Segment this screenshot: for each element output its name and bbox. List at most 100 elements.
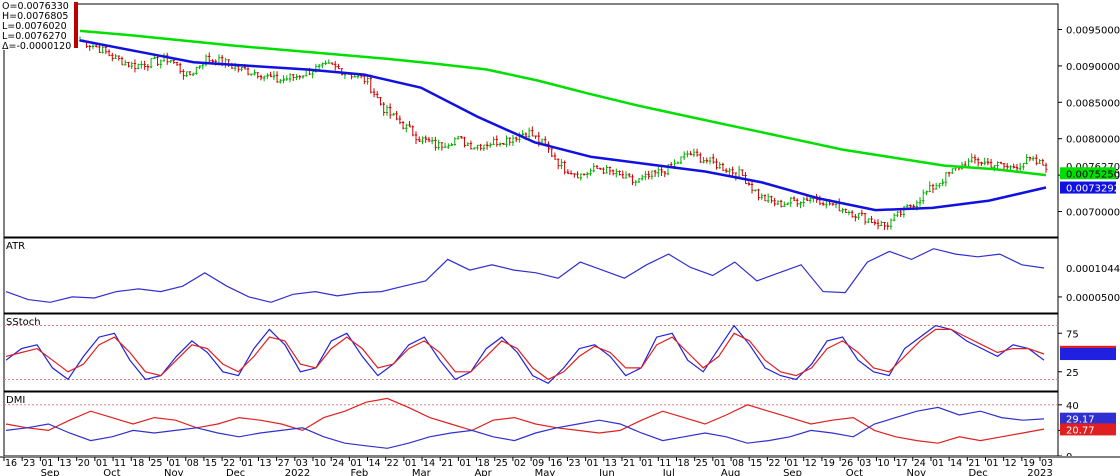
last-value-box-price (1060, 167, 1116, 180)
x-month-label: Aug (721, 468, 741, 476)
ohlc-marker (74, 2, 78, 48)
dmi-series-line-0 (5, 397, 1045, 444)
atr-series-line-0 (5, 248, 1045, 303)
x-day-label: 21 (441, 458, 453, 469)
last-value-label-price: 0.0073292 (1066, 184, 1120, 195)
x-day-label: 11 (114, 458, 126, 469)
x-day-label: 17 (896, 458, 908, 469)
x-day-label: 10 (877, 458, 889, 469)
x-day-label: 24 (914, 458, 926, 469)
y-tick-label-price: 0.0095000 (1066, 25, 1120, 36)
x-day-label: 18 (478, 458, 490, 469)
x-day-label: 18 (677, 458, 689, 469)
x-day-label: 14 (423, 458, 435, 469)
last-value-box-price (1060, 181, 1116, 194)
x-day-label: 26 (841, 458, 853, 469)
last-value-box-dmi (1060, 412, 1116, 425)
last-value-box-atr (1060, 261, 1116, 274)
last-value-label-dmi: 20.77 (1066, 425, 1095, 436)
x-day-label: 01 (350, 458, 362, 469)
ohlc-readout: O=0.0076330H=0.0076805L=0.0076020L=0.007… (0, 0, 78, 52)
x-day-label: 01 (714, 458, 726, 469)
price-moving-average-0 (79, 29, 1047, 177)
ohlc-line: H=0.0076805 (2, 11, 68, 22)
x-day-label: 10 (314, 458, 326, 469)
x-day-label: 01 (787, 458, 799, 469)
sstoch-series-line-0 (5, 324, 1045, 385)
x-day-label: 01 (96, 458, 108, 469)
y-tick-label-atr: 0.0000500 (1066, 293, 1120, 304)
x-day-label: 01 (405, 458, 417, 469)
x-month-label: 2023 (1027, 468, 1052, 476)
x-day-label: 01 (169, 458, 181, 469)
x-day-label: 03 (859, 458, 871, 469)
x-day-label: 23 (23, 458, 35, 469)
x-day-label: 01 (641, 458, 653, 469)
x-day-label: 11 (659, 458, 671, 469)
pane-frame-sstoch (3, 313, 1059, 392)
x-day-label: 21 (968, 458, 980, 469)
x-day-label: 13 (60, 458, 72, 469)
x-month-label: Jul (662, 468, 675, 476)
pane-title-dmi: DMI (6, 395, 25, 406)
last-value-box-dmi (1060, 423, 1116, 436)
x-day-label: 25 (696, 458, 708, 469)
pane-frame-atr (3, 237, 1059, 314)
y-tick-label-price: 0.0090000 (1066, 62, 1120, 73)
y-tick-label-sstoch: 25 (1066, 368, 1079, 379)
last-value-label-atr: 0.0001044 (1066, 264, 1120, 275)
x-day-label: 22 (223, 458, 235, 469)
x-month-label: Sep (783, 468, 802, 476)
ohlc-line: L=0.0076270 (2, 31, 67, 42)
x-month-label: Dec (226, 468, 245, 476)
y-tick-label-price: 0.0070000 (1066, 208, 1120, 219)
x-day-label: 01 (932, 458, 944, 469)
x-day-label: 15 (205, 458, 217, 469)
x-day-label: 23 (568, 458, 580, 469)
x-day-label: 21 (623, 458, 635, 469)
x-day-label: 19 (1023, 458, 1035, 469)
price-moving-average-1 (79, 39, 1047, 212)
pane-frame-dmi (3, 391, 1059, 457)
x-day-label: 02 (514, 458, 526, 469)
x-day-label: 14 (369, 458, 381, 469)
x-month-label: May (535, 468, 556, 476)
x-day-label: 14 (950, 458, 962, 469)
x-day-label: 13 (259, 458, 271, 469)
pane-title-sstoch: SStoch (6, 317, 41, 328)
x-day-label: 01 (986, 458, 998, 469)
y-tick-label-price: 0.0080000 (1066, 135, 1120, 146)
x-month-label: Dec (968, 468, 987, 476)
y-tick-label-sstoch: 75 (1066, 329, 1079, 340)
dmi-series-line-1 (5, 406, 1045, 449)
x-month-label: Nov (906, 468, 926, 476)
x-day-label: 16 (5, 458, 17, 469)
x-axis: 16 23 01 13 20 01 11 18 25 01 08 15 22 01 13 27 03 10 24 01… (0, 456, 1120, 476)
x-day-label: 15 (750, 458, 762, 469)
sstoch-series-line-1 (5, 328, 1045, 381)
x-day-label: 22 (387, 458, 399, 469)
x-day-label: 03 (296, 458, 308, 469)
x-day-label: 08 (732, 458, 744, 469)
x-day-label: 18 (132, 458, 144, 469)
x-day-label: 13 (605, 458, 617, 469)
x-day-label: 08 (187, 458, 199, 469)
last-value-box-sstoch (1060, 348, 1116, 361)
x-month-label: Apr (474, 468, 492, 476)
last-value-label-price: 0.0075250 (1066, 169, 1120, 180)
x-month-label: Feb (351, 468, 369, 476)
x-day-label: 19 (823, 458, 835, 469)
x-day-label: 03 (1041, 458, 1053, 469)
x-month-label: 2022 (285, 468, 310, 476)
y-tick-label-dmi: 40 (1066, 401, 1079, 412)
x-month-label: Oct (846, 468, 863, 476)
x-day-label: 24 (332, 458, 344, 469)
x-day-label: 12 (805, 458, 817, 469)
x-day-label: 01 (41, 458, 53, 469)
x-day-label: 09 (532, 458, 544, 469)
ohlc-box-bg (0, 0, 76, 50)
pane-frame-price (3, 3, 1059, 238)
x-day-label: 16 (550, 458, 562, 469)
last-value-label-dmi: 29.17 (1066, 415, 1095, 426)
